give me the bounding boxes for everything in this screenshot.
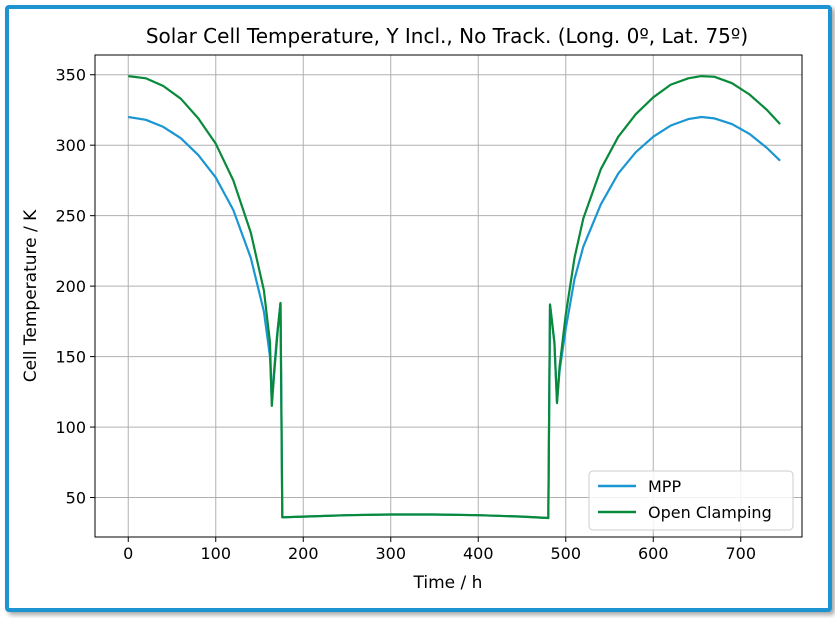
series-line-mpp: [128, 115, 781, 520]
y-tick-label: 350: [55, 66, 86, 85]
x-axis-ticks: 0 100 200 300 400 500 600 700: [123, 537, 756, 563]
y-tick-label: 200: [55, 277, 86, 296]
chart-title: Solar Cell Temperature, Y Incl., No Trac…: [146, 24, 748, 48]
x-tick-label: 300: [375, 544, 406, 563]
legend-label-mpp: MPP: [648, 477, 681, 496]
x-tick-label: 200: [288, 544, 319, 563]
x-tick-label: 600: [638, 544, 669, 563]
y-axis-ticks: 50 100 150 200 250 300 350: [55, 66, 95, 508]
legend-label-open-clamping: Open Clamping: [648, 503, 772, 522]
x-tick-label: 400: [463, 544, 494, 563]
x-tick-label: 700: [725, 544, 756, 563]
axes-frame: [94, 54, 803, 538]
x-tick-label: 100: [200, 544, 231, 563]
x-tick-label: 500: [550, 544, 581, 563]
x-axis-label: Time / h: [413, 573, 483, 593]
series-lines: [128, 75, 781, 520]
y-tick-label: 150: [55, 348, 86, 367]
legend-box: [588, 470, 794, 531]
series-line-open-clamping: [128, 75, 781, 520]
legend: MPP Open Clamping: [588, 470, 794, 531]
y-axis-label: Cell Temperature / K: [21, 209, 41, 382]
y-tick-label: 250: [55, 207, 86, 226]
x-tick-label: 0: [123, 544, 133, 563]
grid: [95, 55, 802, 537]
y-tick-label: 300: [55, 136, 86, 155]
y-tick-label: 100: [55, 418, 86, 437]
y-tick-label: 50: [66, 489, 86, 508]
